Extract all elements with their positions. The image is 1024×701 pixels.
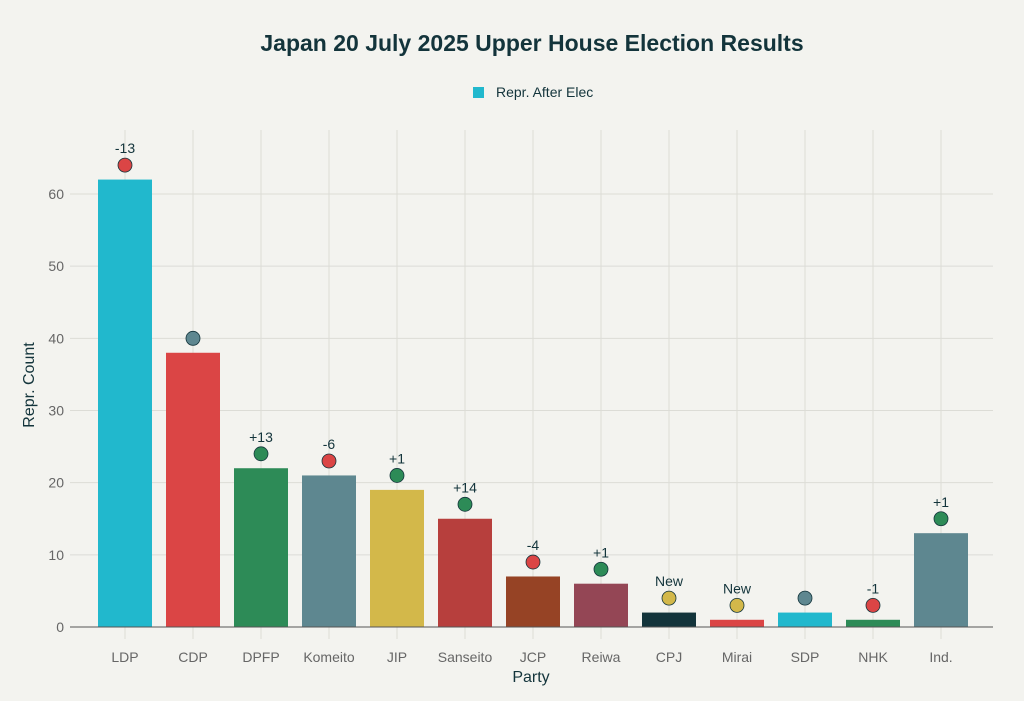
bar-cdp xyxy=(166,352,220,627)
change-marker xyxy=(389,468,405,483)
y-tick-label: 20 xyxy=(48,475,64,491)
x-tick-label: NHK xyxy=(858,649,888,665)
bar-komeito xyxy=(302,475,356,627)
y-tick-label: 10 xyxy=(48,547,64,563)
change-label: +1 xyxy=(593,544,609,560)
x-tick-label: CPJ xyxy=(656,649,682,665)
y-tick-label: 50 xyxy=(48,258,64,274)
bar-ldp xyxy=(98,179,152,628)
bar-ind xyxy=(914,533,968,627)
change-marker xyxy=(321,453,337,469)
y-tick-label: 0 xyxy=(56,619,64,635)
change-marker xyxy=(797,590,813,606)
change-marker xyxy=(933,511,949,527)
chart-title: Japan 20 July 2025 Upper House Election … xyxy=(260,30,804,56)
change-label: +1 xyxy=(933,494,949,510)
legend-label: Repr. After Elec xyxy=(496,84,594,100)
change-label: +14 xyxy=(453,479,477,495)
x-tick-label: Ind. xyxy=(929,649,952,665)
change-marker xyxy=(525,554,541,570)
bar-jip xyxy=(370,489,424,627)
change-marker xyxy=(117,157,133,173)
change-label: +1 xyxy=(389,450,405,466)
change-marker xyxy=(593,561,609,577)
x-tick-label: JCP xyxy=(520,649,546,665)
change-label: -6 xyxy=(323,436,336,452)
change-marker xyxy=(661,590,677,606)
change-label: New xyxy=(655,573,684,589)
change-marker xyxy=(457,496,473,512)
y-axis-title: Repr. Count xyxy=(21,342,38,428)
bar-dpfp xyxy=(234,468,288,627)
y-tick-label: 60 xyxy=(48,186,64,202)
bar-jcp xyxy=(506,576,560,627)
x-tick-label: Sanseito xyxy=(438,649,493,665)
change-label: -1 xyxy=(867,580,880,596)
bar-reiwa xyxy=(574,583,628,627)
x-tick-label: JIP xyxy=(387,649,407,665)
x-axis-title: Party xyxy=(512,669,549,686)
x-tick-label: Komeito xyxy=(303,649,355,665)
x-tick-label: LDP xyxy=(111,649,138,665)
x-tick-label: DPFP xyxy=(242,649,279,665)
x-tick-label: SDP xyxy=(791,649,820,665)
y-tick-label: 40 xyxy=(48,330,64,346)
change-label: New xyxy=(723,580,752,596)
bar-mirai xyxy=(710,619,764,627)
x-tick-label: Reiwa xyxy=(582,649,621,665)
change-marker xyxy=(865,597,881,613)
bar-sdp xyxy=(778,612,832,627)
change-marker xyxy=(185,330,201,346)
y-tick-label: 30 xyxy=(48,403,64,419)
bar-sanseito xyxy=(438,518,492,627)
x-tick-label: Mirai xyxy=(722,649,752,665)
legend: Repr. After Elec xyxy=(473,84,593,100)
change-label: -4 xyxy=(527,537,540,553)
x-tick-label: CDP xyxy=(178,649,208,665)
bar-cpj xyxy=(642,612,696,627)
legend-swatch xyxy=(473,86,484,98)
change-marker xyxy=(729,597,745,613)
bar-nhk xyxy=(846,619,900,627)
change-label: +13 xyxy=(249,429,273,445)
change-label: -13 xyxy=(115,140,135,156)
change-marker xyxy=(253,446,269,462)
